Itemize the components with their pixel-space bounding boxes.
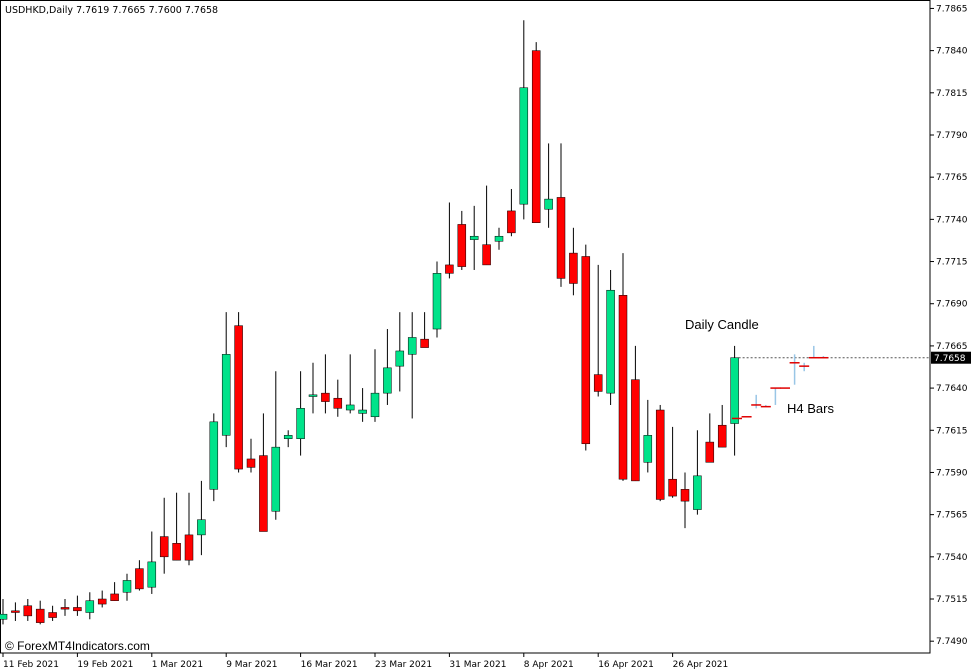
- y-tick-label: 7.7790: [936, 131, 968, 141]
- x-tick-label: 16 Mar 2021: [301, 660, 358, 670]
- y-tick-label: 7.7590: [936, 468, 968, 478]
- bullish-candle: [432, 273, 442, 330]
- bearish-candle: [717, 424, 727, 448]
- bullish-candle: [122, 580, 132, 593]
- h4-bars-annotation: H4 Bars: [787, 401, 834, 416]
- y-tick-label: 7.7740: [936, 215, 968, 225]
- y-tick-label: 7.7515: [936, 595, 968, 605]
- bullish-candle: [606, 289, 615, 394]
- bearish-candle: [569, 252, 578, 284]
- x-tick-label: 9 Mar 2021: [226, 660, 277, 670]
- plot-frame: [0, 0, 931, 654]
- h4-bars-layer: [732, 345, 829, 420]
- bearish-candle: [97, 598, 107, 605]
- bearish-candle: [110, 593, 119, 601]
- y-tick-label: 7.7865: [936, 4, 968, 14]
- bearish-candle: [668, 478, 677, 497]
- bullish-candle: [85, 600, 95, 613]
- bearish-candle: [705, 441, 715, 463]
- bullish-candle: [494, 235, 504, 242]
- x-tick-label: 26 Apr 2021: [673, 660, 729, 670]
- bearish-candle: [135, 568, 144, 590]
- bearish-candle: [60, 607, 70, 610]
- bearish-candle: [172, 543, 181, 561]
- bearish-candle: [234, 325, 243, 470]
- y-tick-label: 7.7565: [936, 511, 968, 521]
- bearish-candle: [159, 536, 169, 558]
- bearish-candle: [333, 397, 343, 409]
- bullish-candle: [0, 613, 8, 620]
- y-tick-label: 7.7690: [936, 300, 968, 310]
- x-tick-label: 1 Mar 2021: [152, 660, 203, 670]
- bearish-candle: [531, 50, 541, 223]
- bullish-candle: [147, 561, 157, 588]
- bearish-candle: [259, 455, 268, 532]
- bearish-candle: [556, 197, 566, 279]
- y-tick-label: 7.7840: [936, 47, 968, 57]
- current-price-box: [931, 351, 971, 364]
- bullish-candle: [358, 409, 367, 414]
- x-tick-label: 8 Apr 2021: [524, 660, 574, 670]
- bearish-candle: [23, 605, 33, 617]
- bullish-candle: [383, 367, 392, 394]
- bearish-candle: [445, 264, 454, 274]
- bearish-candle: [11, 610, 20, 613]
- chart-header: USDHKD,Daily 7.7619 7.7665 7.7600 7.7658: [5, 5, 218, 16]
- bearish-candle: [420, 338, 429, 348]
- bearish-candle: [184, 534, 194, 561]
- labels-layer: USDHKD,Daily 7.7619 7.7665 7.7600 7.7658…: [5, 5, 834, 653]
- bearish-candle: [482, 244, 491, 266]
- daily-candle-annotation: Daily Candle: [685, 317, 759, 332]
- bullish-candle: [643, 435, 653, 463]
- bullish-candle: [283, 435, 293, 439]
- bullish-candle: [197, 519, 206, 536]
- y-tick-label: 7.7615: [936, 426, 968, 436]
- bullish-candle: [271, 446, 281, 512]
- bullish-candle: [544, 198, 553, 210]
- bearish-candle: [680, 489, 690, 502]
- bearish-candle: [581, 256, 591, 445]
- bearish-candle: [73, 607, 82, 612]
- bullish-candle: [730, 357, 739, 424]
- bullish-candle: [693, 475, 702, 510]
- x-tick-label: 19 Feb 2021: [77, 660, 133, 670]
- bullish-candle: [296, 408, 305, 439]
- y-tick-label: 7.7665: [936, 342, 968, 352]
- bullish-candle: [407, 337, 417, 355]
- bullish-candle: [519, 87, 529, 205]
- bullish-candle: [209, 421, 219, 490]
- candles-layer: [0, 20, 739, 625]
- bullish-candle: [370, 392, 380, 418]
- x-tick-label: 16 Apr 2021: [598, 660, 654, 670]
- watermark: © ForexMT4Indicators.com: [5, 639, 150, 653]
- y-tick-label: 7.7715: [936, 258, 968, 268]
- bullish-candle: [308, 394, 318, 397]
- x-tick-label: 11 Feb 2021: [3, 660, 59, 670]
- y-tick-label: 7.7765: [936, 173, 968, 183]
- y-tick-label: 7.7490: [936, 637, 968, 647]
- bearish-candle: [618, 295, 628, 480]
- bearish-candle: [246, 458, 256, 468]
- bearish-candle: [35, 608, 45, 623]
- x-tick-label: 23 Mar 2021: [375, 660, 432, 670]
- bullish-candle: [395, 350, 405, 367]
- bearish-candle: [48, 612, 57, 618]
- y-tick-label: 7.7640: [936, 384, 968, 394]
- bullish-candle: [469, 235, 479, 240]
- bullish-candle: [221, 354, 231, 436]
- bearish-candle: [457, 224, 467, 267]
- bearish-candle: [655, 409, 665, 500]
- bullish-candle: [345, 404, 355, 411]
- bearish-candle: [631, 379, 640, 482]
- current-price-label: 7.7658: [934, 354, 966, 364]
- bearish-candle: [507, 210, 516, 234]
- bearish-candle: [321, 392, 330, 402]
- x-tick-label: 31 Mar 2021: [449, 660, 506, 670]
- bearish-candle: [593, 374, 603, 392]
- y-tick-label: 7.7815: [936, 89, 968, 99]
- y-tick-label: 7.7540: [936, 553, 968, 563]
